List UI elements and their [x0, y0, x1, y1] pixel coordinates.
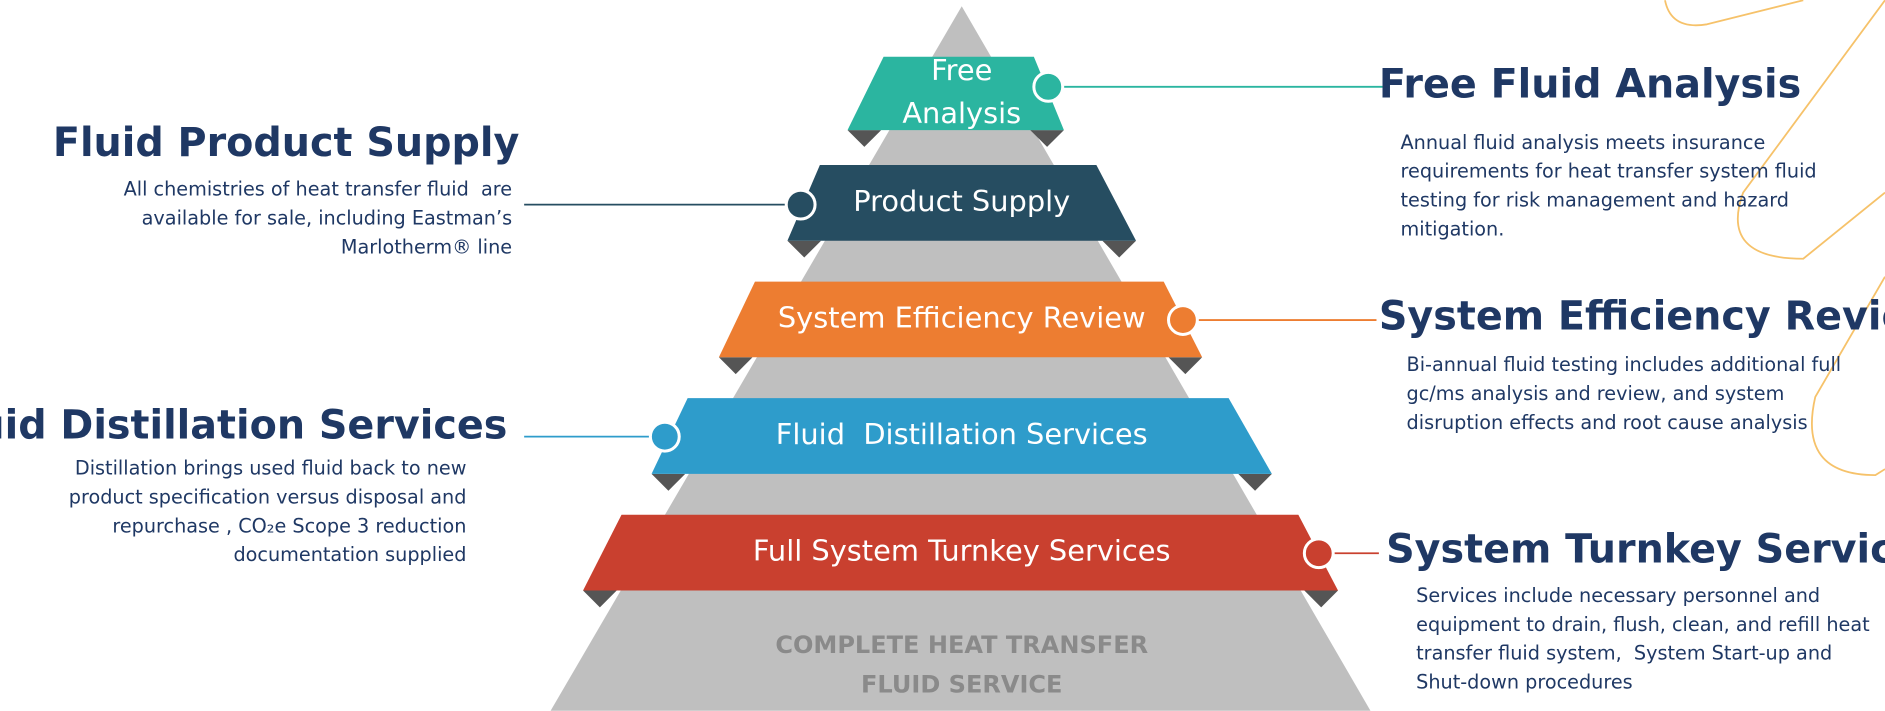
callout-description: Annual fluid analysis meets insurance: [1401, 131, 1766, 154]
callout-description: All chemistries of heat transfer fluid a…: [124, 178, 513, 201]
band-label: Free: [931, 53, 992, 87]
callout-description: equipment to drain, flush, clean, and re…: [1416, 613, 1870, 636]
band-shadow: [652, 474, 686, 491]
connector-dot: [650, 422, 679, 451]
band-shadow: [1102, 241, 1136, 258]
band-label: Analysis: [902, 96, 1021, 130]
callout-description: gc/ms analysis and review, and system: [1407, 382, 1785, 405]
base-label: FLUID SERVICE: [861, 670, 1062, 698]
callout-description: Bi-annual fluid testing includes additio…: [1407, 353, 1842, 376]
callout-description: Services include necessary personnel and: [1416, 584, 1820, 607]
band-label: Fluid Distillation Services: [776, 417, 1148, 451]
callout-description: repurchase , CO₂e Scope 3 reduction: [112, 514, 466, 537]
band-label: Product Supply: [853, 184, 1070, 218]
callout-description: available for sale, including Eastman’s: [142, 207, 512, 230]
diagram: Free Analysis Product Supply System Efficie…: [0, 0, 1885, 711]
callout-description: product specification versus disposal an…: [69, 485, 467, 508]
band-shadow: [1304, 591, 1338, 608]
band-shadow: [1238, 474, 1272, 491]
callout-title: Free Fluid Analysis: [1379, 61, 1801, 107]
callout-title: System Turnkey Services: [1386, 527, 1885, 573]
callout-description: Distillation brings used fluid back to n…: [75, 457, 467, 480]
connector-dot: [1304, 539, 1333, 568]
callout-description: requirements for heat transfer system fl…: [1401, 160, 1817, 183]
connector-dot: [786, 190, 815, 219]
page: {"layers":[ {"label_lines":["Free","Anal…: [0, 0, 1885, 711]
band-label: Full System Turnkey Services: [753, 534, 1171, 568]
band-shadow: [719, 357, 753, 374]
callout-description: documentation supplied: [233, 543, 466, 566]
band-shadow: [848, 130, 882, 147]
callout-description: Shut-down procedures: [1416, 671, 1633, 694]
callout-description: mitigation.: [1401, 217, 1505, 240]
deco-arc: [1665, 0, 1803, 25]
callout-description: disruption effects and root cause analys…: [1407, 411, 1808, 434]
band-shadow: [787, 241, 821, 258]
base-label: COMPLETE HEAT TRANSFER: [775, 631, 1148, 659]
band-shadow: [583, 591, 617, 608]
body: Free Analysis Product Supply System Efficie…: [0, 0, 1885, 711]
callout-description: testing for risk management and hazard: [1401, 189, 1789, 212]
connector-dot: [1034, 72, 1063, 101]
callout-title: Fluid Distillation Services: [0, 403, 507, 449]
deco-arc: [1738, 0, 1885, 258]
band-label: System Efficiency Review: [778, 300, 1146, 334]
callout-description: Marlotherm® line: [341, 235, 512, 258]
callout-title: System Efficiency Review: [1379, 293, 1885, 339]
callout-title: Fluid Product Supply: [53, 120, 520, 166]
callout-description: transfer fluid system, System Start-up a…: [1416, 642, 1832, 665]
connector-dot: [1169, 306, 1198, 335]
